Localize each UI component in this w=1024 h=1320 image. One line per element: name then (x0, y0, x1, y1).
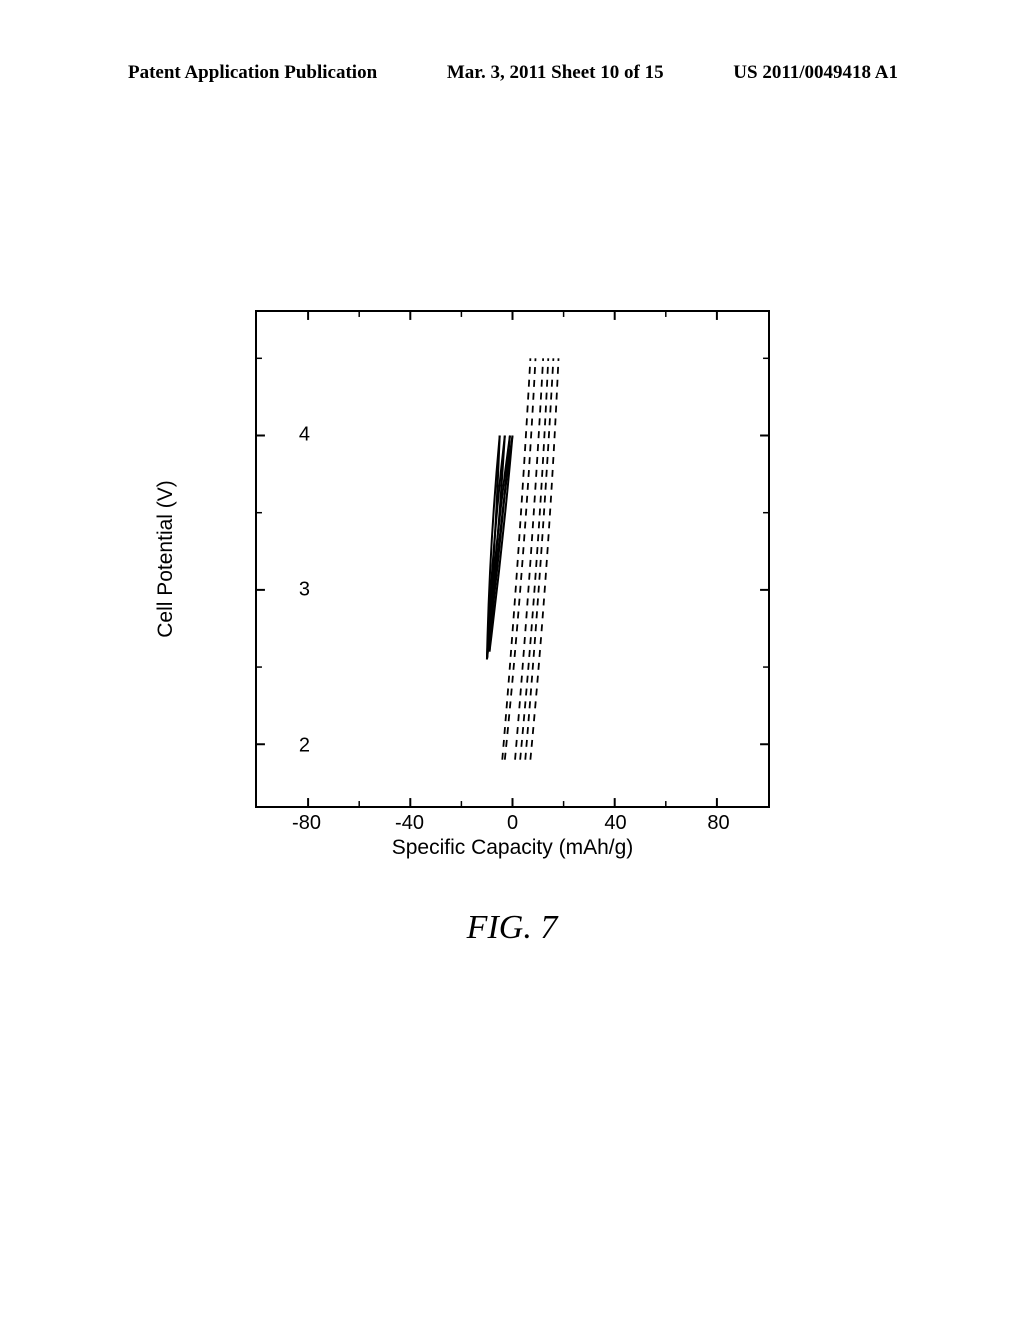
y-axis-label: Cell Potential (V) (154, 480, 178, 638)
x-tick-label: 0 (507, 812, 518, 835)
x-tick-label: -80 (292, 812, 321, 835)
header-left: Patent Application Publication (128, 62, 377, 84)
chart-svg (257, 312, 768, 806)
header-right: US 2011/0049418 A1 (733, 62, 898, 84)
header-center: Mar. 3, 2011 Sheet 10 of 15 (447, 62, 664, 84)
y-tick-label: 4 (280, 423, 310, 446)
plot-area (255, 310, 770, 808)
y-tick-label: 2 (280, 734, 310, 757)
y-tick-label: 3 (280, 579, 310, 602)
x-tick-label: -40 (395, 812, 424, 835)
dashed-curve (515, 358, 543, 759)
x-tick-label: 80 (707, 812, 729, 835)
page-header: Patent Application Publication Mar. 3, 2… (0, 62, 1024, 84)
x-axis-label: Specific Capacity (mAh/g) (255, 836, 770, 860)
dashed-curve (505, 358, 536, 759)
chart-cell-potential-vs-capacity: Cell Potential (V) Specific Capacity (mA… (188, 310, 770, 870)
dashed-curve (520, 358, 548, 759)
x-tick-label: 40 (604, 812, 626, 835)
figure-caption: FIG. 7 (0, 909, 1024, 947)
dashed-curve (502, 358, 530, 759)
